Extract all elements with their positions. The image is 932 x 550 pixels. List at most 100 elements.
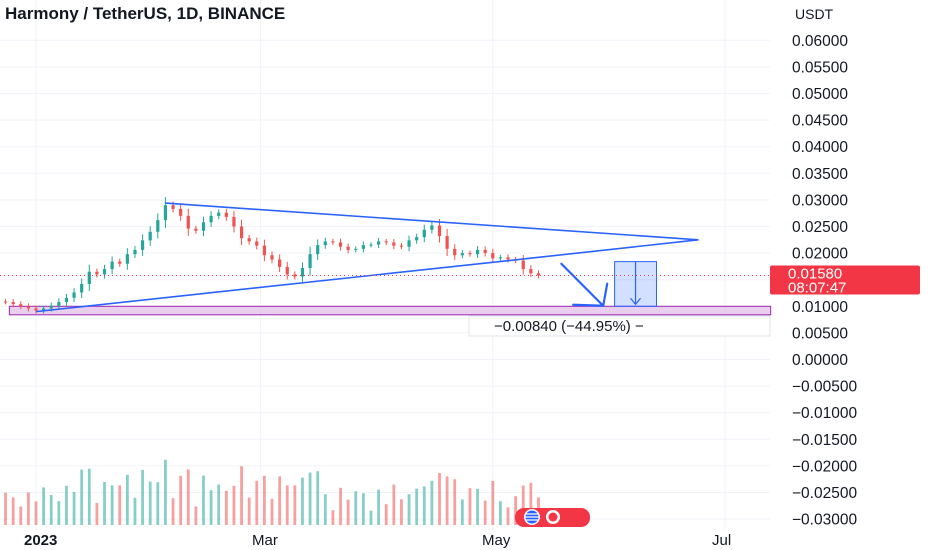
candlesticks[interactable] [0, 197, 541, 314]
volume-bar [72, 492, 76, 525]
time-tick-mar: Mar [252, 532, 278, 549]
price-tick-label: −0.02500 [792, 485, 857, 502]
time-tick-2023: 2023 [24, 532, 57, 549]
volume-bar [377, 489, 380, 525]
chart-title: Harmony / TetherUS, 1D, BINANCE [5, 4, 285, 23]
volume-bar [369, 510, 373, 525]
price-range-arrowhead [630, 297, 642, 306]
candle-body [64, 297, 69, 303]
volume-bar [422, 486, 426, 525]
candle-body [475, 249, 480, 255]
candle-body [384, 241, 388, 243]
volume-bar [339, 487, 342, 525]
volume-bar [179, 475, 183, 525]
volume-bar [103, 482, 106, 525]
volume-bar [262, 475, 266, 525]
candle-body [491, 253, 495, 259]
candle-body [156, 220, 160, 232]
candle-body [270, 255, 274, 260]
volume-bar [407, 494, 411, 525]
candle-body [285, 266, 289, 275]
support-zone[interactable] [8, 305, 772, 316]
candle-body [72, 292, 76, 298]
triangle-upper-line [165, 202, 699, 241]
price-tick-label: 0.01000 [792, 299, 848, 316]
volume-bar [224, 490, 228, 525]
candle-body [407, 240, 411, 247]
candle-body [49, 305, 53, 309]
drawings[interactable] [35, 202, 699, 313]
volume-bar [156, 482, 160, 525]
candle-body [453, 248, 457, 256]
volume-bar [323, 494, 327, 525]
volume-bar [361, 493, 365, 525]
volume-bar [217, 484, 221, 525]
price-tick-label: 0.00000 [792, 352, 848, 369]
down-arrowhead-icon [572, 282, 609, 307]
flag-logo-icon [515, 508, 590, 527]
time-tick-jul: Jul [712, 532, 731, 549]
candle-body [11, 302, 15, 305]
volume-bar [110, 485, 114, 525]
price-tick-label: −0.00500 [792, 379, 857, 396]
candle-body [171, 205, 175, 209]
candle-body [232, 216, 236, 227]
candle-body [42, 308, 46, 311]
volume-bar [26, 492, 30, 525]
volume-bar [186, 469, 190, 525]
volume-bar [240, 466, 243, 525]
price-tick-label: 0.04000 [792, 139, 848, 156]
candle-body [148, 231, 152, 241]
volume-bar [430, 480, 434, 525]
candle-body [133, 249, 137, 255]
time-tick-may: May [482, 532, 511, 549]
volume-bar [247, 497, 251, 525]
volume-bar [194, 506, 198, 525]
candle-body [262, 245, 266, 256]
price-tick-label: 0.02000 [792, 246, 848, 263]
candle-body [323, 241, 327, 246]
volume-bar [415, 488, 419, 525]
volume-bar [346, 499, 350, 525]
volume-bar [468, 488, 472, 525]
time-axis[interactable]: 2023 Mar May Jul [24, 532, 731, 549]
volume-bar [499, 501, 502, 525]
candle-body [430, 225, 434, 230]
volume-bar [400, 499, 403, 525]
price-tick-label: 0.05500 [792, 59, 848, 76]
candle-body [331, 241, 335, 243]
current-price-countdown: 08:07:47 [788, 279, 846, 296]
candle-body [95, 271, 99, 275]
volume-bar [316, 471, 320, 525]
candle-body [255, 241, 259, 246]
volume-bar [255, 480, 259, 525]
candle-body [179, 208, 183, 216]
price-tick-label: −0.01000 [792, 405, 857, 422]
volume-bar [34, 501, 38, 525]
volume-bar [354, 491, 358, 525]
price-tick-label: −0.02000 [792, 458, 857, 475]
candle-body [217, 212, 221, 216]
volume-bar [445, 476, 449, 525]
volume-bar [133, 497, 137, 525]
candle-body [354, 248, 358, 250]
volume-bar [506, 507, 510, 525]
candle-body [529, 269, 533, 274]
candle-body [392, 242, 396, 246]
candle-body [460, 253, 464, 256]
candle-body [369, 244, 373, 246]
volume-bar [483, 500, 487, 525]
triangle-lower-line [35, 239, 699, 313]
price-axis[interactable]: USDT 0.06000 0.05500 0.05000 0.04500 0.04000… [792, 6, 857, 529]
candle-body [445, 236, 449, 249]
volume-bar [301, 477, 304, 525]
candle-body [247, 238, 251, 242]
volume-bar [209, 490, 213, 525]
candle-body [376, 241, 381, 245]
candle-body [506, 257, 510, 260]
candle-body [163, 205, 168, 221]
price-tick-label: 0.00500 [792, 325, 848, 342]
volume-bar [476, 488, 479, 525]
volume-bar [95, 503, 99, 525]
